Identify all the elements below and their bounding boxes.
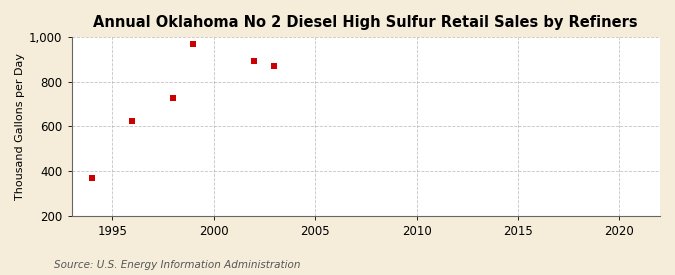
Point — [127, 119, 138, 124]
Point — [167, 95, 178, 100]
Point — [249, 59, 260, 63]
Y-axis label: Thousand Gallons per Day: Thousand Gallons per Day — [15, 53, 25, 200]
Point — [188, 42, 198, 46]
Point — [86, 176, 97, 180]
Point — [269, 64, 280, 68]
Text: Source: U.S. Energy Information Administration: Source: U.S. Energy Information Administ… — [54, 260, 300, 270]
Title: Annual Oklahoma No 2 Diesel High Sulfur Retail Sales by Refiners: Annual Oklahoma No 2 Diesel High Sulfur … — [93, 15, 638, 30]
